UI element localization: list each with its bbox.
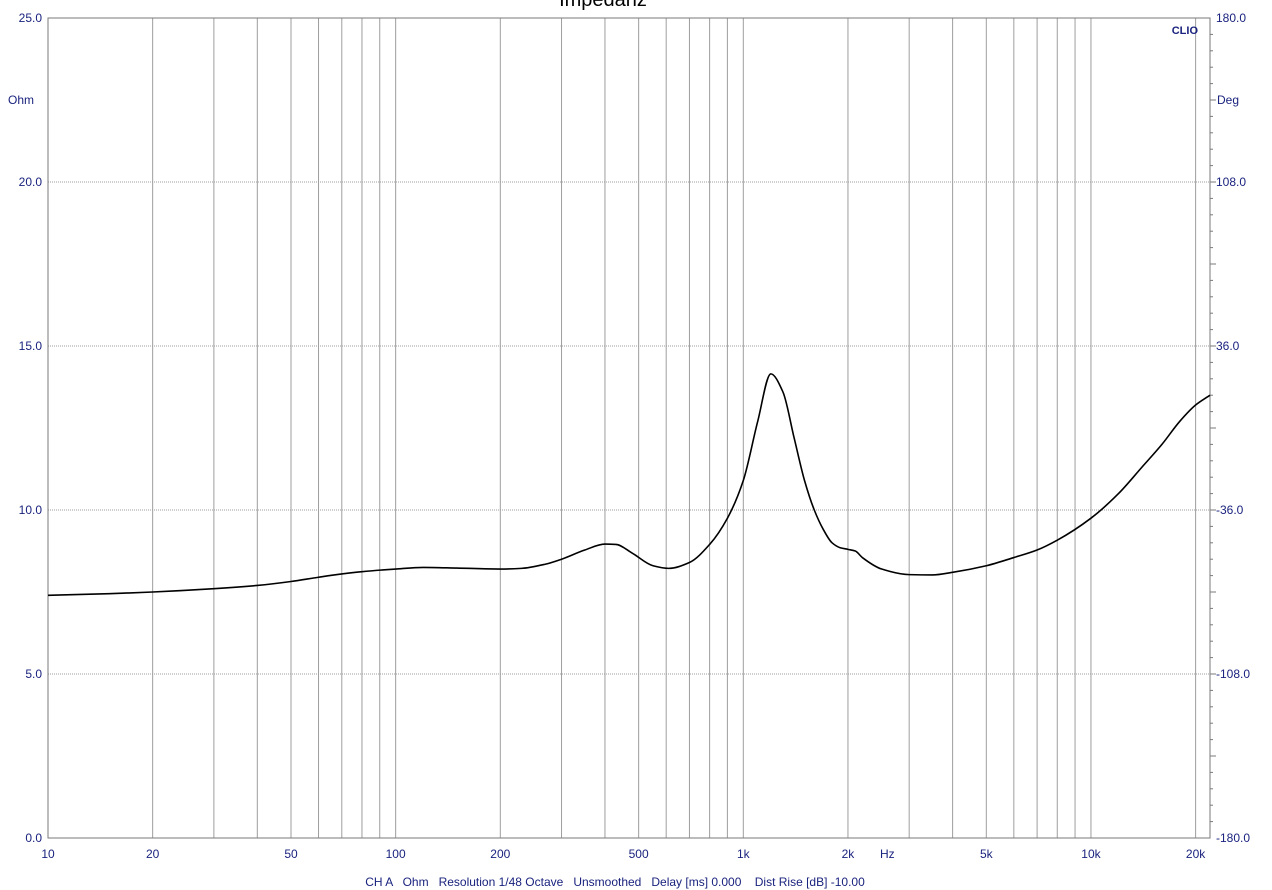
right-axis-unit: Deg <box>1217 93 1239 107</box>
x-tick-label: 20k <box>1186 847 1206 861</box>
curve-layer <box>47 373 1211 597</box>
x-tick-label: 10 <box>41 847 55 861</box>
grid <box>48 18 1210 838</box>
y-left-tick-label: 10.0 <box>19 503 43 517</box>
y-left-tick-label: 25.0 <box>19 11 43 25</box>
y-left-tick-label: 20.0 <box>19 175 43 189</box>
axis-ticks: 0.0 5.0 10.0 15.0 20.0 25.0 -180.0 -108.0 -36.0 3… <box>19 11 1251 861</box>
x-tick-label: 5k <box>980 847 994 861</box>
y-left-tick-label: 15.0 <box>19 339 43 353</box>
impedance-curve <box>47 373 1211 597</box>
clio-brand: CLIO <box>1172 25 1199 37</box>
x-tick-label: 200 <box>490 847 510 861</box>
x-axis-unit: Hz <box>880 847 895 861</box>
x-tick-label: 10k <box>1081 847 1101 861</box>
x-tick-label: 50 <box>284 847 298 861</box>
x-tick-label: 100 <box>386 847 406 861</box>
y-right-tick-label: -180.0 <box>1216 831 1250 845</box>
x-tick-label: 2k <box>842 847 856 861</box>
plot-frame <box>47 17 1211 839</box>
x-tick-label: 500 <box>629 847 649 861</box>
chart-title: Impedanz <box>559 0 647 11</box>
y-right-tick-label: -108.0 <box>1216 667 1250 681</box>
y-right-tick-label: -36.0 <box>1216 503 1244 517</box>
footer-settings: CH A Ohm Resolution 1/48 Octave Unsmooth… <box>365 875 865 889</box>
y-right-tick-label: 36.0 <box>1216 339 1240 353</box>
y-left-tick-label: 5.0 <box>25 667 42 681</box>
x-tick-label: 1k <box>737 847 751 861</box>
x-tick-label: 20 <box>146 847 160 861</box>
left-axis-unit: Ohm <box>8 93 34 107</box>
y-left-tick-label: 0.0 <box>25 831 42 845</box>
y-right-tick-label: 180.0 <box>1216 11 1246 25</box>
y-right-tick-label: 108.0 <box>1216 175 1246 189</box>
